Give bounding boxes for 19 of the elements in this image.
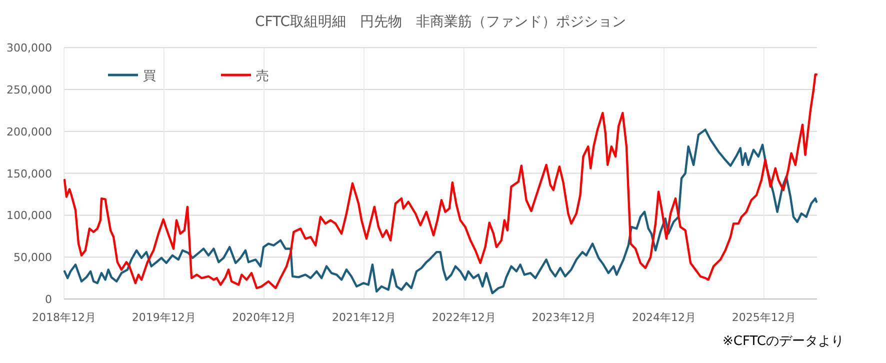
x-tick-label: 2020年12月 bbox=[232, 311, 296, 324]
x-tick-label: 2021年12月 bbox=[332, 311, 396, 324]
legend-label: 買 bbox=[143, 69, 156, 84]
x-tick-label: 2022年12月 bbox=[432, 311, 496, 324]
y-tick-label: 250,000 bbox=[6, 84, 52, 96]
y-tick-label: 100,000 bbox=[6, 209, 52, 222]
x-tick-label: 2019年12月 bbox=[132, 311, 196, 324]
y-tick-label: 0 bbox=[45, 293, 52, 306]
x-tick-label: 2025年12月 bbox=[732, 311, 796, 324]
y-tick-label: 50,000 bbox=[14, 251, 52, 264]
x-tick-label: 2018年12月 bbox=[32, 311, 96, 324]
chart-title: CFTC取組明細 円先物 非商業筋（ファンド）ポジション bbox=[254, 14, 626, 30]
x-tick-label: 2023年12月 bbox=[532, 311, 596, 324]
y-tick-label: 150,000 bbox=[6, 167, 52, 180]
legend-label: 売 bbox=[256, 69, 269, 84]
text: ※CFTCのデータより bbox=[722, 334, 844, 349]
y-tick-label: 200,000 bbox=[6, 125, 52, 138]
y-tick-label: 300,000 bbox=[6, 42, 52, 55]
x-tick-label: 2024年12月 bbox=[632, 311, 696, 324]
